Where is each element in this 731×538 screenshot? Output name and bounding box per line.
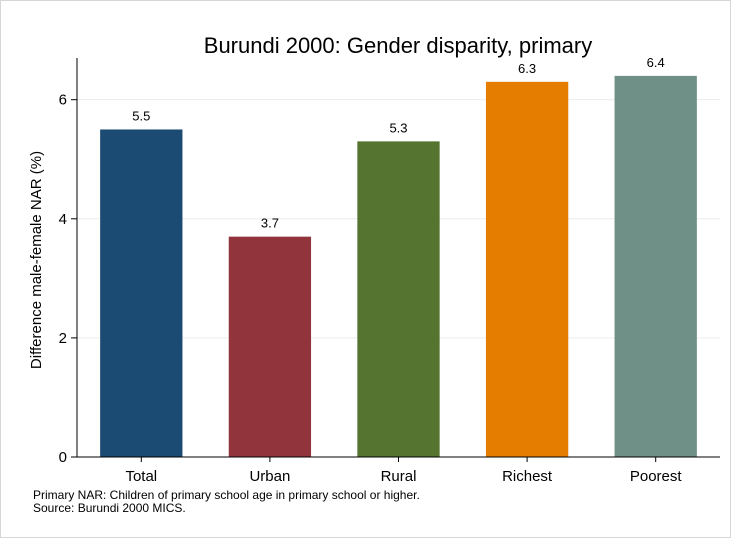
y-axis-label: Difference male-female NAR (%)	[28, 151, 45, 369]
footnote-definition: Primary NAR: Children of primary school …	[33, 488, 420, 502]
data-label: 6.4	[647, 55, 665, 70]
y-tick-label: 2	[59, 330, 67, 347]
y-tick-label: 4	[59, 211, 67, 228]
chart-title: Burundi 2000: Gender disparity, primary	[204, 33, 592, 58]
data-label: 5.5	[132, 108, 150, 123]
data-label: 6.3	[518, 61, 536, 76]
axes: 0 2 4 6 Total Urban Rural Richest Poorest	[59, 58, 720, 485]
bar-rural	[357, 141, 440, 457]
bar-total	[100, 129, 183, 457]
data-label: 3.7	[261, 216, 279, 231]
x-tick-label: Poorest	[630, 468, 683, 485]
x-tick-label: Urban	[249, 468, 290, 485]
bar-richest	[485, 81, 569, 457]
x-tick-label: Richest	[502, 468, 553, 485]
bars: 5.5 3.7 5.3 6.3 6.4	[100, 55, 697, 458]
footnote-source: Source: Burundi 2000 MICS.	[33, 501, 186, 515]
y-tick-label: 6	[59, 92, 67, 109]
bar-poorest	[614, 75, 697, 458]
x-tick-label: Rural	[381, 468, 417, 485]
x-tick-label: Total	[125, 468, 157, 485]
data-label: 5.3	[389, 120, 407, 135]
bar-urban	[228, 236, 312, 457]
y-tick-label: 0	[59, 449, 67, 466]
